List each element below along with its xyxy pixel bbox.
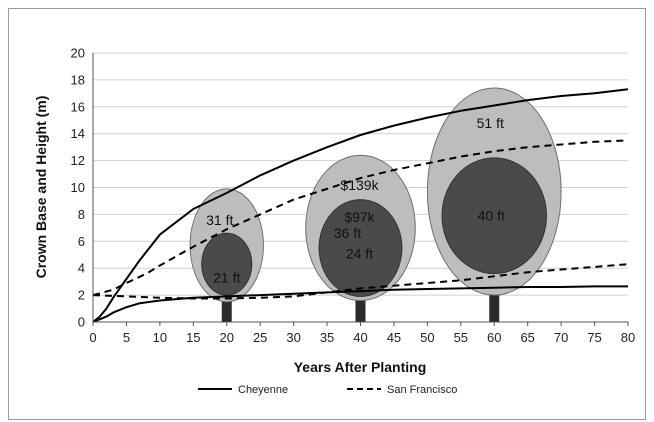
outer-crown-label-year-40: 36 ft — [334, 225, 361, 241]
inner-crown-value-year-40: $97k — [344, 209, 375, 225]
x-tick-label-55: 55 — [454, 330, 468, 345]
y-tick-label-6: 6 — [78, 234, 85, 249]
series-san-francisco-tree-height — [92, 139, 629, 297]
inner-crown-year-40 — [318, 199, 403, 297]
x-tick-label-25: 25 — [253, 330, 267, 345]
outer-crown-value-year-40: $139k — [340, 177, 379, 193]
y-tick-label-4: 4 — [78, 261, 85, 276]
x-tick-label-45: 45 — [387, 330, 401, 345]
y-tick-label-2: 2 — [78, 288, 85, 303]
x-tick-label-0: 0 — [89, 330, 96, 345]
x-axis-title: Years After Planting — [294, 359, 427, 375]
y-tick-label-10: 10 — [71, 180, 85, 195]
x-tick-label-80: 80 — [621, 330, 635, 345]
outer-crown-label-year-60: 51 ft — [477, 115, 504, 131]
x-tick-label-40: 40 — [353, 330, 367, 345]
y-tick-label-16: 16 — [71, 99, 85, 114]
outer-crown-label-year-20: 31 ft — [206, 212, 233, 228]
x-tick-label-50: 50 — [420, 330, 434, 345]
trunk-year-40 — [355, 281, 366, 322]
x-tick-label-75: 75 — [587, 330, 601, 345]
legend: Cheyenne San Francisco — [198, 384, 457, 396]
legend-label-cheyenne: Cheyenne — [238, 384, 288, 396]
y-tick-label-20: 20 — [71, 46, 85, 61]
x-tick-label-20: 20 — [220, 330, 234, 345]
series-cheyenne-crown-base — [92, 285, 628, 323]
y-axis-title: Crown Base and Height (m) — [33, 96, 49, 279]
x-tick-label-5: 5 — [123, 330, 130, 345]
inner-crown-label-year-60: 40 ft — [478, 208, 505, 224]
inner-crown-label-year-40: 24 ft — [346, 245, 373, 261]
inner-crown-year-60 — [441, 157, 547, 275]
y-tick-label-14: 14 — [71, 126, 85, 141]
x-tick-label-35: 35 — [320, 330, 334, 345]
inner-crown-label-year-20: 21 ft — [213, 270, 240, 286]
y-tick-label-0: 0 — [78, 315, 85, 330]
inner-crown-year-20 — [201, 232, 253, 296]
x-tick-label-70: 70 — [554, 330, 568, 345]
label-layer: 31 ft 21 ft 36 ft $139k 24 ft $97k 51 ft 40 ft — [206, 115, 505, 286]
x-tick-label-60: 60 — [487, 330, 501, 345]
series-cheyenne-tree-height — [92, 88, 629, 323]
axis-layer: 0 2 4 6 8 10 12 14 16 18 20 0 5 10 15 20 25 30 35 40 45 50 55 6… — [71, 46, 636, 346]
y-tick-label-8: 8 — [78, 207, 85, 222]
x-tick-label-10: 10 — [153, 330, 167, 345]
crown-layer — [189, 87, 562, 322]
y-tick-label-18: 18 — [71, 72, 85, 87]
x-tick-label-30: 30 — [286, 330, 300, 345]
line-layer — [92, 88, 629, 323]
series-san-francisco-crown-base — [92, 263, 629, 300]
x-tick-label-65: 65 — [520, 330, 534, 345]
x-tick-label-15: 15 — [186, 330, 200, 345]
trunk-year-20 — [221, 287, 232, 322]
trunk-year-60 — [489, 280, 500, 322]
y-tick-label-12: 12 — [71, 153, 85, 168]
legend-label-san-francisco: San Francisco — [387, 384, 457, 396]
